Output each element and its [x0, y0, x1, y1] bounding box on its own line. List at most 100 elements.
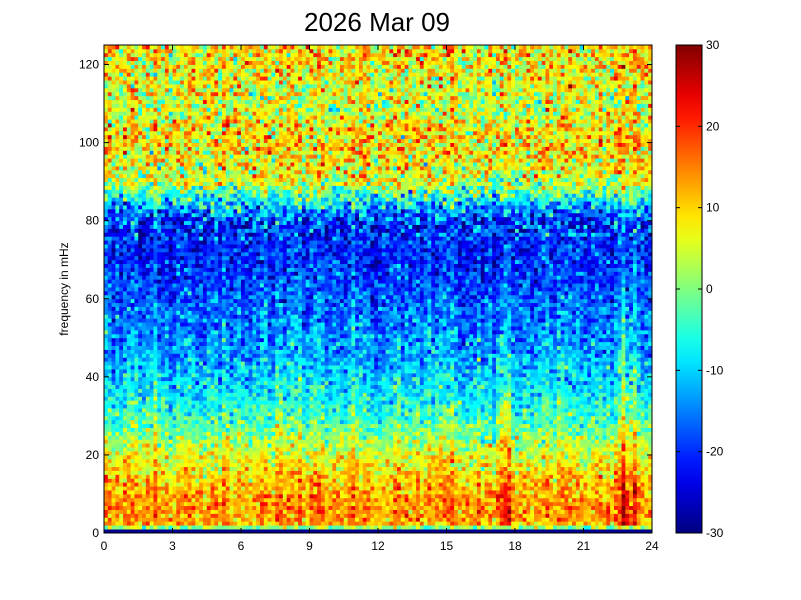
heatmap-cell [164, 123, 170, 128]
heatmap-cell [195, 384, 200, 389]
heatmap-cell [233, 166, 238, 171]
heatmap-cell [237, 154, 242, 159]
heatmap-cell [104, 482, 109, 487]
heatmap-cell [119, 392, 124, 397]
heatmap-cell [210, 150, 215, 155]
heatmap-cell [199, 357, 204, 362]
heatmap-cell [168, 517, 173, 522]
heatmap-cell [214, 470, 219, 475]
heatmap-cell [119, 72, 124, 77]
heatmap-cell [237, 326, 242, 331]
heatmap-cell [233, 513, 238, 518]
heatmap-cell [111, 283, 116, 288]
heatmap-cell [126, 56, 132, 62]
heatmap-cell [107, 384, 113, 389]
heatmap-cell [123, 111, 128, 116]
heatmap-cell [172, 427, 177, 432]
heatmap-cell [233, 279, 238, 284]
heatmap-cell [237, 497, 242, 503]
heatmap-cell [168, 505, 173, 510]
heatmap-cell [195, 478, 200, 483]
heatmap-cell [210, 314, 215, 319]
heatmap-cell [210, 493, 215, 499]
heatmap-cell [225, 134, 230, 140]
heatmap-cell [161, 388, 166, 393]
heatmap-cell [214, 435, 219, 440]
heatmap-cell [191, 509, 196, 514]
heatmap-cell [252, 517, 257, 522]
heatmap-cell [202, 353, 208, 358]
heatmap-cell [214, 185, 219, 190]
heatmap-cell [237, 310, 242, 315]
heatmap-cell [221, 298, 227, 304]
heatmap-cell [241, 513, 246, 518]
heatmap-cell [176, 521, 181, 526]
heatmap-cell [126, 490, 132, 495]
heatmap-cell [206, 388, 211, 393]
heatmap-cell [134, 103, 139, 108]
heatmap-cell [233, 251, 238, 257]
heatmap-cell [237, 298, 242, 304]
heatmap-cell [206, 525, 211, 530]
heatmap-cell [248, 134, 253, 140]
heatmap-cell [244, 349, 250, 354]
heatmap-cell [168, 521, 173, 526]
heatmap-cell [180, 80, 185, 85]
heatmap-cell [104, 349, 109, 354]
heatmap-cell [142, 525, 147, 530]
heatmap-cell [176, 201, 181, 206]
heatmap-cell [161, 408, 166, 413]
heatmap-cell [134, 493, 139, 499]
heatmap-cell [218, 294, 223, 300]
heatmap-cell [202, 302, 208, 307]
heatmap-cell [214, 169, 219, 175]
heatmap-cell [115, 84, 120, 89]
heatmap-cell [134, 466, 139, 471]
heatmap-cell [149, 326, 154, 331]
heatmap-cell [252, 294, 257, 300]
heatmap-cell [248, 435, 253, 440]
heatmap-cell [241, 290, 246, 296]
heatmap-cell [142, 146, 147, 151]
heatmap-cell [168, 380, 173, 386]
heatmap-cell [221, 130, 227, 136]
heatmap-cell [199, 470, 204, 475]
heatmap-cell [229, 208, 234, 214]
heatmap-cell [191, 333, 196, 339]
heatmap-cell [153, 130, 158, 136]
heatmap-cell [168, 126, 173, 132]
heatmap-cell [183, 408, 189, 413]
heatmap-cell [218, 458, 223, 464]
heatmap-cell [248, 404, 253, 409]
heatmap-cell [164, 76, 170, 81]
heatmap-cell [172, 189, 177, 194]
heatmap-cell [180, 181, 185, 186]
heatmap-cell [218, 490, 223, 495]
heatmap-cell [145, 478, 151, 483]
heatmap-cell [248, 408, 253, 413]
heatmap-cell [206, 76, 211, 81]
heatmap-cell [244, 521, 250, 526]
heatmap-cell [218, 353, 223, 358]
heatmap-cell [149, 493, 154, 499]
heatmap-cell [237, 150, 242, 155]
heatmap-cell [161, 396, 166, 401]
heatmap-cell [168, 173, 173, 179]
heatmap-cell [180, 439, 185, 444]
heatmap-cell [180, 415, 185, 421]
heatmap-cell [149, 154, 154, 159]
heatmap-cell [130, 267, 135, 272]
heatmap-cell [183, 205, 189, 210]
heatmap-cell [180, 376, 185, 382]
heatmap-cell [218, 212, 223, 218]
heatmap-cell [130, 314, 135, 319]
heatmap-cell [126, 255, 132, 261]
heatmap-cell [214, 80, 219, 85]
heatmap-cell [183, 146, 189, 151]
heatmap-cell [115, 341, 120, 346]
heatmap-cell [145, 103, 151, 108]
heatmap-cell [229, 525, 234, 530]
heatmap-cell [134, 177, 139, 183]
heatmap-cell [104, 294, 109, 300]
heatmap-cell [191, 478, 196, 483]
